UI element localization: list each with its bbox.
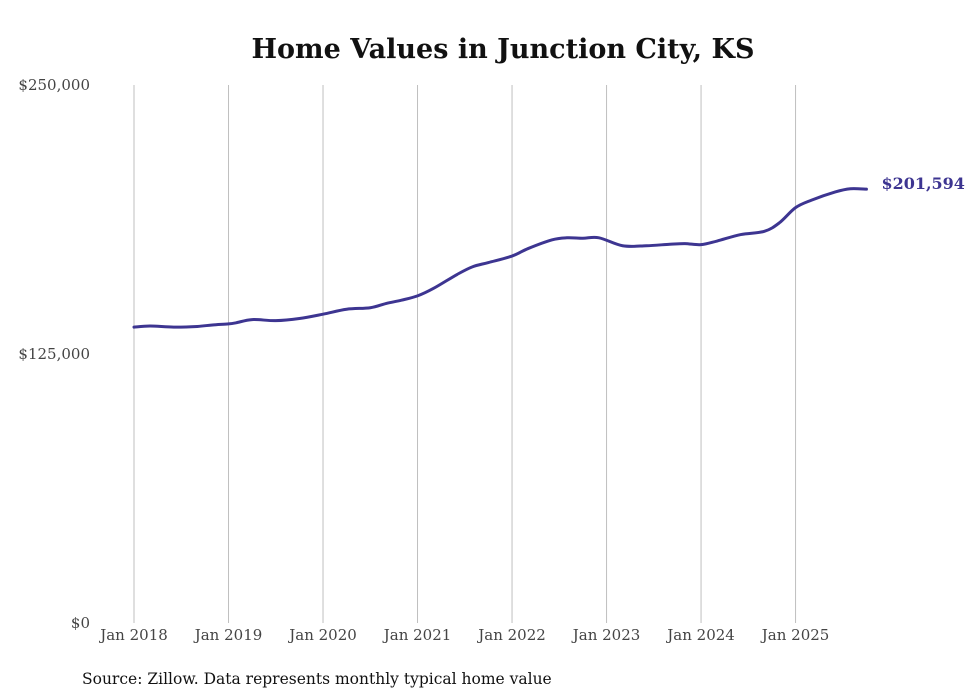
x-tick-label: Jan 2025	[760, 626, 830, 644]
x-tick-label: Jan 2022	[476, 626, 546, 644]
x-tick-label: Jan 2023	[571, 626, 641, 644]
chart-title: Home Values in Junction City, KS	[252, 34, 755, 65]
x-tick-label: Jan 2024	[665, 626, 735, 644]
x-tick-label: Jan 2021	[382, 626, 452, 644]
y-axis-ticks: $0 $125,000 $250,000	[18, 76, 90, 632]
y-tick-label: $0	[71, 614, 90, 632]
latest-value-label: $201,594	[881, 174, 965, 193]
x-tick-label: Jan 2020	[287, 626, 357, 644]
x-tick-label: Jan 2018	[98, 626, 168, 644]
x-tick-label: Jan 2019	[193, 626, 263, 644]
gridlines	[133, 85, 797, 623]
y-tick-label: $125,000	[18, 345, 90, 363]
home-value-line	[132, 187, 868, 329]
y-tick-label: $250,000	[18, 76, 90, 94]
x-axis-ticks: Jan 2018 Jan 2019 Jan 2020 Jan 2021 Jan 2022…	[98, 626, 829, 644]
source-note: Source: Zillow. Data represents monthly …	[82, 670, 552, 688]
